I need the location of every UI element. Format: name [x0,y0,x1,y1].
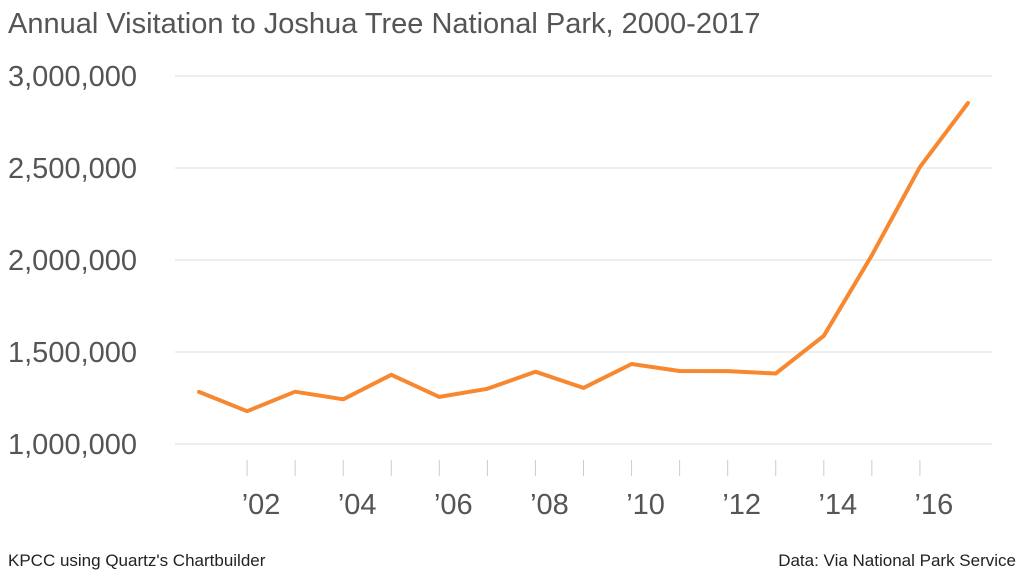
x-axis: ’02 ’04 ’06 ’08 ’10 ’12 ’14 ’16 [242,460,954,521]
y-axis-labels: 1,000,000 1,500,000 2,000,000 2,500,000 3,00… [8,61,137,461]
source-text: Data: Via National Park Service [778,551,1016,570]
y-tick-label: 1,000,000 [8,429,137,461]
series-layer [197,101,970,414]
credit-text: KPCC using Quartz's Chartbuilder [8,551,266,570]
y-tick-label: 3,000,000 [8,61,137,93]
x-tick-label: ’08 [530,489,569,521]
x-tick-label: ’16 [915,489,954,521]
x-tick-label: ’12 [722,489,761,521]
x-tick-label: ’06 [434,489,473,521]
x-tick-label: ’02 [242,489,281,521]
series-line [197,101,970,414]
x-tick-label: ’10 [626,489,665,521]
x-tick-label: ’04 [338,489,377,521]
chart-title: Annual Visitation to Joshua Tree Nationa… [8,8,761,40]
x-tick-label: ’14 [818,489,857,521]
y-tick-label: 2,500,000 [8,153,137,185]
y-tick-label: 2,000,000 [8,245,137,277]
y-tick-label: 1,500,000 [8,337,137,369]
grid-layer [175,75,992,445]
